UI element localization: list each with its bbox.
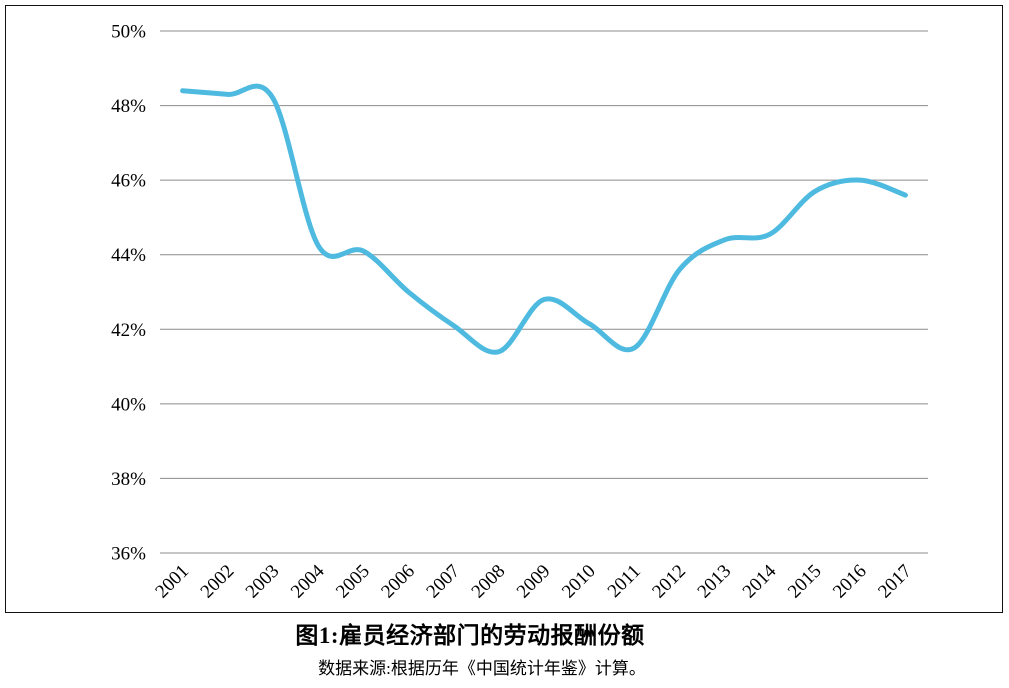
data-series-line bbox=[180, 83, 908, 355]
x-axis-tick-label: 2017 bbox=[874, 561, 916, 603]
x-axis-tick-label: 2005 bbox=[332, 561, 374, 603]
x-axis-tick-label: 2004 bbox=[287, 560, 329, 602]
y-axis-tick-label: 40% bbox=[111, 394, 146, 415]
x-axis-tick-label: 2006 bbox=[377, 561, 419, 603]
x-axis-tick-label: 2011 bbox=[604, 561, 645, 602]
x-axis-tick-label: 2013 bbox=[694, 561, 736, 603]
y-axis-tick-label: 36% bbox=[111, 544, 146, 565]
y-axis-tick-label: 50% bbox=[111, 22, 146, 43]
x-axis-tick-label: 2015 bbox=[784, 561, 826, 603]
x-axis-tick-label: 2010 bbox=[558, 561, 600, 603]
x-axis-tick-label: 2003 bbox=[242, 561, 284, 603]
figure-source: 数据来源:根据历年《中国统计年鉴》计算。 bbox=[318, 659, 646, 678]
line-chart: 36% 38% 40% 42% 44% 46% 48% 50% 2001 2002 2003 2004… bbox=[111, 22, 928, 603]
y-axis-tick-label: 46% bbox=[111, 171, 146, 192]
y-axis-tick-label: 44% bbox=[111, 245, 146, 266]
x-axis-tick-label: 2014 bbox=[739, 560, 781, 602]
x-axis-tick-label: 2009 bbox=[513, 561, 555, 603]
y-axis-tick-label: 48% bbox=[111, 96, 146, 117]
x-axis-tick-label: 2012 bbox=[648, 561, 690, 603]
x-axis-tick-label: 2016 bbox=[829, 561, 871, 603]
figure-title: 图1:雇员经济部门的劳动报酬份额 bbox=[295, 623, 645, 648]
x-axis-tick-label: 2008 bbox=[468, 561, 510, 603]
x-axis-tick-label: 2001 bbox=[151, 561, 193, 603]
x-axis-tick-label: 2007 bbox=[422, 561, 464, 603]
y-axis-tick-label: 38% bbox=[111, 469, 146, 490]
y-axis-tick-label: 42% bbox=[111, 320, 146, 341]
chart-frame bbox=[5, 5, 1003, 613]
x-axis-tick-label: 2002 bbox=[197, 561, 239, 603]
